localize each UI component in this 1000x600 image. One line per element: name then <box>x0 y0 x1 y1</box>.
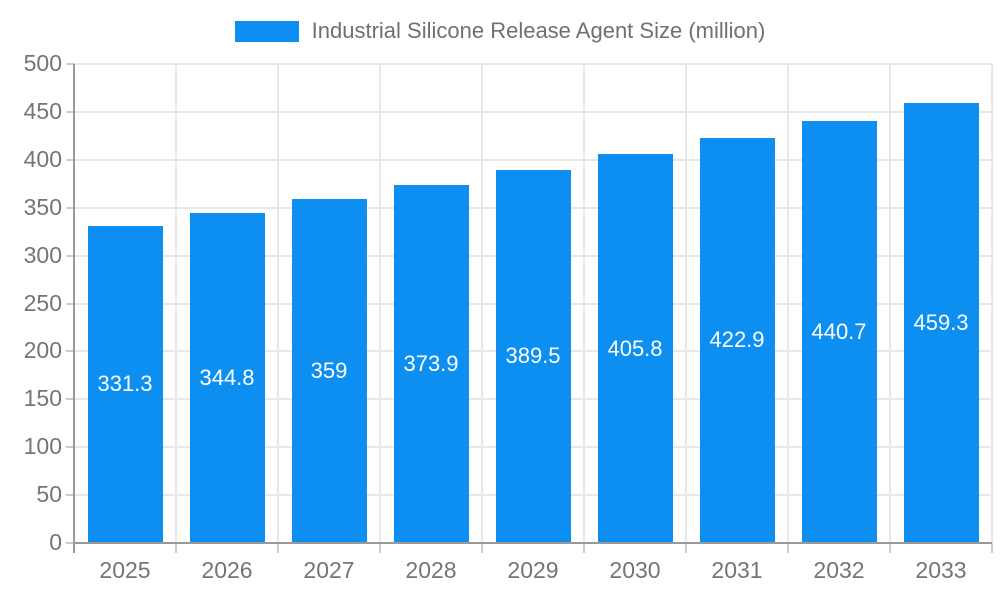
x-grid-line <box>787 64 789 543</box>
x-grid-line <box>685 64 687 543</box>
y-tick-mark <box>66 398 74 401</box>
y-axis-line <box>73 64 75 553</box>
bar <box>495 169 571 543</box>
x-tick-mark <box>481 543 483 553</box>
x-grid-line <box>379 64 381 543</box>
y-grid-line <box>74 110 992 113</box>
x-tick-mark <box>277 543 279 553</box>
x-tick-label: 2025 <box>99 557 151 583</box>
x-tick-mark <box>991 543 993 553</box>
x-tick-label: 2032 <box>813 557 865 583</box>
x-tick-label: 2030 <box>609 557 661 583</box>
bar-value-label: 459.3 <box>913 309 969 335</box>
y-tick-mark <box>66 63 74 65</box>
bar-value-label: 440.7 <box>811 318 867 344</box>
bar-value-label: 344.8 <box>199 364 255 390</box>
x-tick-mark <box>379 543 381 553</box>
y-tick-mark <box>66 254 74 257</box>
y-tick-mark <box>66 494 74 497</box>
legend-label: Industrial Silicone Release Agent Size (… <box>311 18 766 43</box>
y-grid-line <box>74 63 992 65</box>
x-grid-line <box>583 64 585 543</box>
bar <box>597 154 673 543</box>
x-grid-line <box>889 64 891 543</box>
bar <box>699 137 775 543</box>
bar <box>903 102 979 543</box>
x-grid-line <box>277 64 279 543</box>
x-grid-line <box>175 64 177 543</box>
x-tick-label: 2031 <box>711 557 763 583</box>
bar <box>87 225 163 543</box>
x-tick-mark <box>583 543 585 553</box>
bar <box>393 184 469 543</box>
x-tick-label: 2027 <box>303 557 355 583</box>
x-tick-label: 2028 <box>405 557 457 583</box>
y-tick-mark <box>66 446 74 449</box>
legend-swatch <box>234 20 299 42</box>
y-tick-label: 50 <box>36 481 62 508</box>
y-tick-label: 500 <box>23 50 62 76</box>
bar-value-label: 373.9 <box>403 350 459 376</box>
y-tick-mark <box>66 302 74 305</box>
x-tick-mark <box>175 543 177 553</box>
y-tick-label: 250 <box>23 289 62 316</box>
y-grid-line <box>74 158 992 161</box>
bar-value-label: 359 <box>310 358 348 384</box>
legend[interactable]: Industrial Silicone Release Agent Size (… <box>0 17 1000 45</box>
x-grid-line <box>481 64 483 543</box>
bar-value-label: 331.3 <box>97 371 153 397</box>
y-tick-mark <box>66 542 74 544</box>
y-tick-mark <box>66 158 74 161</box>
y-tick-label: 0 <box>49 529 62 555</box>
y-tick-label: 450 <box>23 97 62 124</box>
x-tick-label: 2026 <box>201 557 253 583</box>
bar-value-label: 422.9 <box>709 327 765 353</box>
x-tick-label: 2033 <box>915 557 967 583</box>
bar <box>291 199 367 543</box>
y-tick-label: 200 <box>23 337 62 364</box>
x-tick-mark <box>787 543 789 553</box>
x-axis-line <box>74 542 992 544</box>
y-tick-mark <box>66 350 74 353</box>
bar <box>189 212 265 543</box>
x-tick-mark <box>889 543 891 553</box>
y-tick-label: 100 <box>23 433 62 460</box>
y-tick-label: 350 <box>23 193 62 220</box>
y-tick-label: 400 <box>23 145 62 172</box>
x-tick-mark <box>685 543 687 553</box>
y-tick-mark <box>66 206 74 209</box>
bar-value-label: 389.5 <box>505 343 561 369</box>
y-tick-mark <box>66 110 74 113</box>
bar-value-label: 405.8 <box>607 335 663 361</box>
y-tick-label: 300 <box>23 241 62 268</box>
x-tick-label: 2029 <box>507 557 559 583</box>
x-grid-line <box>991 64 993 543</box>
bar <box>801 120 877 543</box>
y-tick-label: 150 <box>23 385 62 412</box>
